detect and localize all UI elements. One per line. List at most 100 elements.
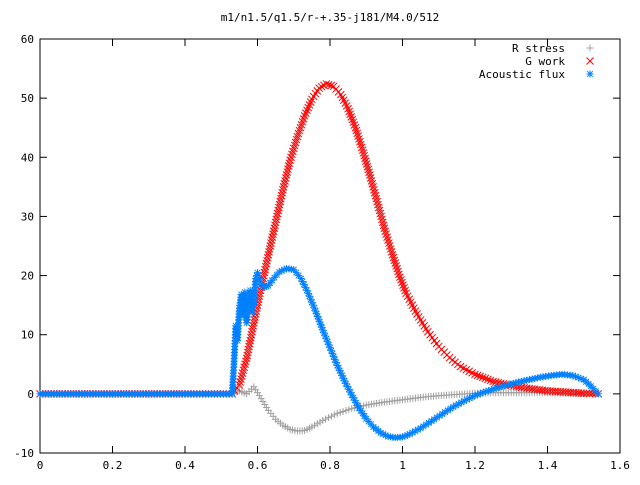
- x-tick-label: 1: [399, 459, 406, 472]
- x-tick-label: 0: [37, 459, 44, 472]
- data-point: [398, 278, 406, 287]
- data-point: [373, 197, 381, 206]
- data-point: [481, 374, 490, 383]
- data-point: [362, 160, 371, 168]
- data-point: [341, 377, 348, 385]
- data-point: [360, 151, 369, 160]
- data-point: [400, 284, 408, 292]
- data-point: [310, 304, 318, 312]
- data-point: [351, 123, 360, 132]
- data-point: [333, 409, 341, 417]
- data-point: [387, 248, 396, 256]
- data-point: [246, 336, 255, 345]
- data-point: [279, 183, 288, 191]
- data-point: [245, 339, 254, 348]
- data-point: [250, 319, 258, 327]
- data-point: [291, 138, 300, 147]
- data-point: [327, 347, 335, 355]
- data-point: [345, 406, 353, 414]
- data-point: [281, 174, 290, 182]
- data-point: [378, 218, 387, 227]
- data-point: [579, 389, 588, 398]
- data-point: [273, 209, 282, 218]
- data-point: [254, 389, 261, 397]
- data-point: [594, 390, 602, 398]
- data-point: [249, 321, 258, 330]
- data-point: [267, 239, 275, 247]
- data-point: [268, 233, 277, 241]
- data-point: [396, 273, 404, 281]
- data-point: [247, 330, 256, 339]
- data-point: [274, 206, 283, 215]
- data-point: [289, 144, 298, 153]
- data-point: [358, 146, 367, 155]
- data-point: [348, 405, 356, 413]
- data-point: [382, 230, 391, 239]
- data-point: [285, 159, 294, 168]
- y-tick-label: 30: [21, 210, 34, 223]
- data-point: [275, 203, 283, 212]
- y-tick-label: 40: [21, 151, 34, 164]
- data-point: [381, 227, 390, 236]
- data-point: [241, 360, 249, 369]
- data-point: [263, 253, 272, 262]
- data-point: [238, 369, 247, 378]
- data-point: [344, 104, 352, 113]
- data-point: [359, 149, 368, 157]
- data-point: [237, 375, 245, 383]
- data-point: [366, 174, 375, 182]
- data-point: [250, 316, 259, 324]
- legend-marker: [586, 57, 594, 65]
- data-point: [348, 115, 357, 124]
- data-point: [272, 215, 281, 224]
- data-point: [370, 185, 378, 194]
- data-point: [374, 200, 382, 209]
- legend-label: G work: [525, 55, 565, 68]
- data-point: [364, 165, 373, 174]
- data-point: [243, 351, 252, 360]
- data-point: [471, 370, 479, 379]
- data-point: [393, 264, 401, 273]
- data-point: [319, 416, 327, 424]
- data-point: [263, 403, 271, 411]
- data-point: [378, 215, 386, 224]
- data-point: [385, 242, 394, 250]
- data-point: [265, 245, 274, 253]
- data-point: [354, 132, 362, 140]
- data-point: [251, 313, 259, 321]
- data-point: [389, 253, 398, 262]
- data-point: [353, 129, 362, 138]
- data-point: [264, 251, 273, 259]
- data-point: [376, 209, 385, 218]
- series-acoustic-flux: [36, 264, 602, 442]
- data-point: [361, 154, 369, 163]
- data-point: [235, 381, 244, 389]
- data-point: [259, 398, 267, 406]
- data-point: [288, 147, 297, 156]
- data-point: [277, 191, 286, 200]
- legend-label: Acoustic flux: [479, 68, 565, 81]
- legend-marker: [586, 44, 594, 52]
- data-point: [262, 259, 271, 268]
- data-point: [478, 373, 487, 382]
- data-point: [395, 270, 403, 279]
- data-point: [366, 171, 374, 179]
- legend-marker: [586, 70, 594, 78]
- data-point: [384, 236, 392, 244]
- data-point: [284, 162, 293, 171]
- data-point: [361, 157, 370, 166]
- data-point: [372, 194, 381, 203]
- data-point: [355, 135, 363, 143]
- data-point: [349, 118, 358, 127]
- data-point: [279, 185, 287, 194]
- data-point: [269, 230, 277, 239]
- chart-title: m1/n1.5/q1.5/r-+.35-j181/M4.0/512: [221, 11, 440, 24]
- data-point: [281, 177, 289, 185]
- data-point: [346, 110, 355, 119]
- data-point: [326, 344, 334, 352]
- data-point: [356, 137, 364, 146]
- data-point: [369, 183, 377, 191]
- data-point: [327, 81, 336, 90]
- y-tick-label: 20: [21, 270, 34, 283]
- series-g-work: [36, 80, 603, 398]
